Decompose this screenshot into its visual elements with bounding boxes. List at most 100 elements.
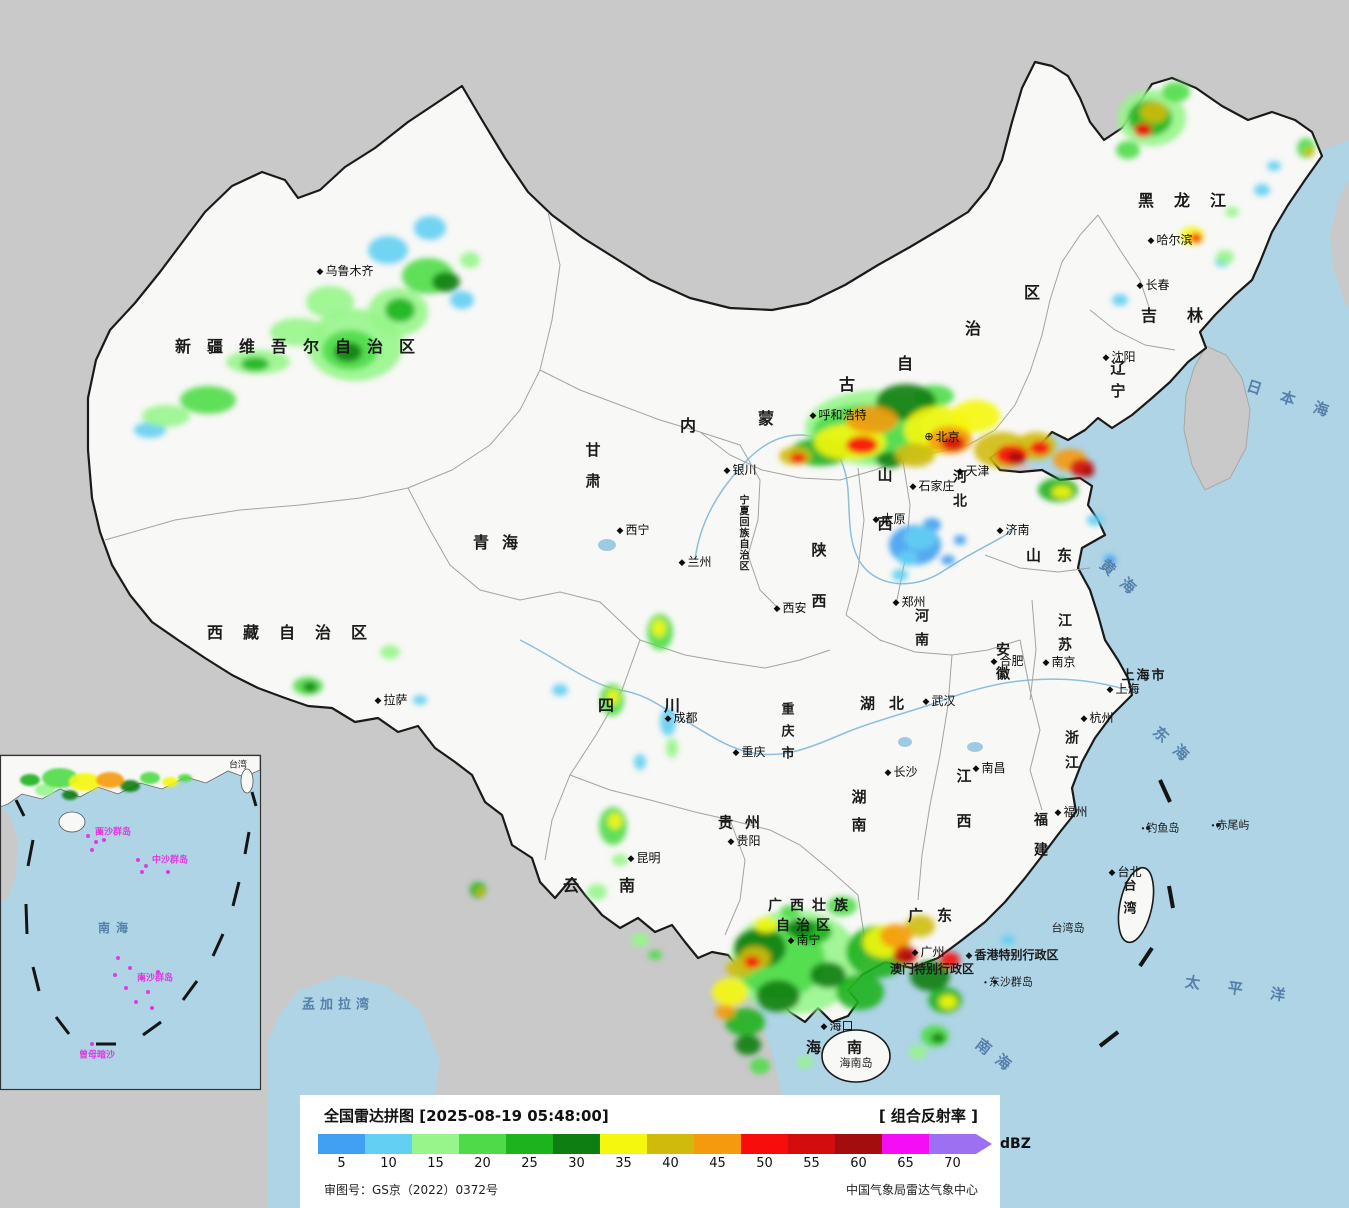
radar-echo	[902, 953, 914, 963]
radar-echo	[846, 436, 878, 454]
radar-echo	[634, 754, 646, 770]
radar-echo	[1190, 233, 1202, 243]
radar-echo	[552, 684, 568, 696]
legend-value: 25	[521, 1156, 538, 1171]
radar-echo	[810, 962, 846, 988]
legend-value: 60	[850, 1156, 867, 1171]
radar-echo	[334, 342, 362, 362]
inset-frame	[0, 754, 262, 1091]
radar-echo	[666, 738, 678, 758]
legend-value: 65	[897, 1156, 914, 1171]
radar-echo	[846, 406, 898, 434]
product-label: [ 组合反射率 ]	[878, 1107, 978, 1125]
radar-echo	[587, 884, 607, 900]
radar-echo	[607, 689, 619, 705]
legend-value: 40	[662, 1156, 679, 1171]
legend-values: 5 10 15 20 25 30 35 40 45 50 55 60 65 70	[318, 1156, 1000, 1171]
legend-swatch	[647, 1134, 694, 1154]
inset-taiwan	[240, 768, 254, 794]
radar-echo	[42, 768, 78, 788]
radar-echo	[712, 978, 748, 1006]
legend-swatch	[741, 1134, 788, 1154]
legend-swatch	[694, 1134, 741, 1154]
radar-echo	[1112, 294, 1128, 306]
radar-echo	[725, 1008, 765, 1036]
radar-echo	[652, 619, 666, 637]
legend-swatch	[882, 1134, 929, 1154]
radar-echo	[1304, 147, 1314, 157]
legend-value: 20	[474, 1156, 491, 1171]
radar-echo	[450, 291, 474, 309]
radar-echo	[910, 961, 950, 991]
radar-echo	[1030, 441, 1050, 455]
radar-echo	[460, 252, 480, 268]
radar-echo	[797, 1056, 813, 1068]
radar-echo	[735, 1035, 761, 1055]
radar-echo	[786, 919, 814, 937]
radar-echo	[631, 933, 649, 947]
legend-value: 50	[756, 1156, 773, 1171]
legend-value: 45	[709, 1156, 726, 1171]
legend-value: 70	[944, 1156, 961, 1171]
legend-value: 5	[337, 1156, 346, 1171]
radar-echo	[940, 952, 960, 968]
nine-dash-line	[14, 791, 258, 1046]
radar-echo	[790, 453, 806, 463]
radar-echo	[432, 272, 460, 292]
hainan-island	[821, 1029, 891, 1083]
lakes	[598, 539, 983, 752]
radar-echo	[162, 777, 178, 787]
radar-echo	[69, 773, 101, 791]
radar-echo	[954, 535, 966, 545]
maritime-boundary-dashes	[1098, 779, 1175, 1048]
radar-echo	[660, 708, 676, 736]
legend-value: 10	[380, 1156, 397, 1171]
radar-echo	[836, 974, 884, 1010]
legend-swatch	[835, 1134, 882, 1154]
radar-echo	[941, 435, 965, 451]
radar-echo	[941, 555, 955, 565]
legend-swatch	[412, 1134, 459, 1154]
radar-echo	[648, 950, 662, 960]
radar-echo	[180, 386, 236, 414]
radar-echo	[931, 1033, 945, 1043]
radar-echo	[385, 298, 415, 322]
radar-echo	[939, 995, 957, 1009]
radar-echo	[368, 236, 408, 264]
legend-swatch	[318, 1134, 365, 1154]
radar-echo	[35, 784, 55, 796]
radar-echo	[62, 790, 78, 800]
radar-echo	[1134, 123, 1152, 137]
color-bar	[318, 1134, 992, 1154]
radar-echo	[120, 780, 140, 792]
credit-label: 中国气象局雷达气象中心	[845, 1183, 978, 1197]
inset-map	[0, 754, 262, 1091]
radar-echo	[1008, 452, 1024, 464]
radar-echo	[1001, 935, 1015, 945]
radar-echo	[1087, 514, 1103, 526]
radar-echo	[715, 1005, 735, 1019]
inset-island-dots	[86, 830, 170, 1046]
radar-echo	[904, 526, 936, 550]
radar-echo	[270, 318, 326, 346]
radar-echo	[905, 915, 935, 937]
legend-swatch	[459, 1134, 506, 1154]
legend-swatch	[788, 1134, 835, 1154]
legend-title: 全国雷达拼图 [2025-08-19 05:48:00]	[324, 1107, 609, 1125]
radar-echo	[1162, 82, 1190, 102]
radar-echo	[909, 1045, 927, 1059]
radar-echo	[898, 550, 918, 566]
taiwan-island	[1117, 866, 1155, 944]
radar-echo	[1104, 555, 1116, 565]
radar-echo	[612, 854, 628, 866]
radar-echo	[1267, 161, 1281, 171]
radar-echo	[780, 905, 800, 919]
radar-echo	[476, 888, 484, 896]
dbz-unit-label: dBZ	[1000, 1136, 1031, 1152]
legend-swatch	[506, 1134, 553, 1154]
legend-value: 35	[615, 1156, 632, 1171]
radar-echo	[413, 695, 427, 705]
radar-echo	[140, 772, 160, 784]
